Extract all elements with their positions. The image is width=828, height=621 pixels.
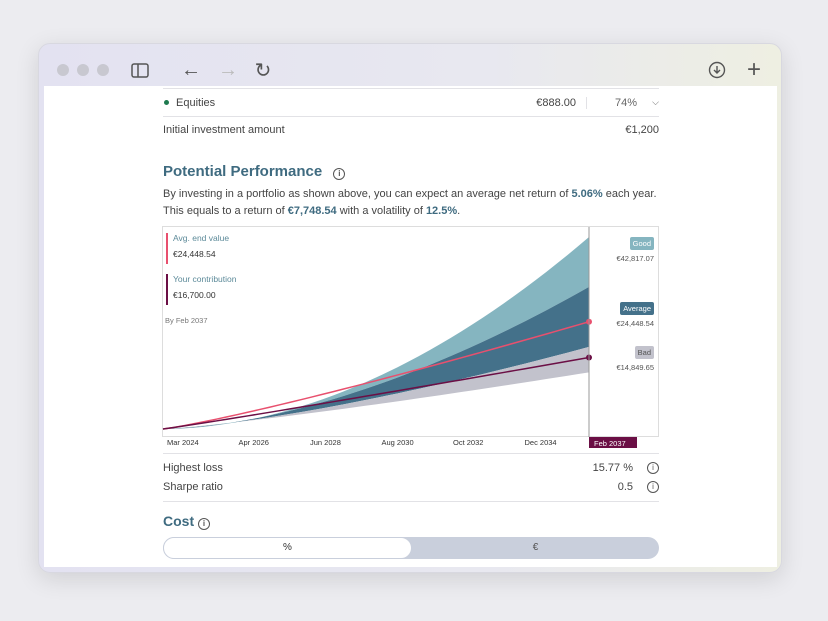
info-icon[interactable]: i (647, 461, 659, 474)
plus-icon[interactable]: + (746, 56, 761, 83)
chart-svg: Mar 2024 Apr 2026 Jun 2028 Aug 2030 Oct 2032… (162, 227, 637, 448)
metric-value: 15.77 % (592, 461, 633, 474)
metric-label: Sharpe ratio (163, 480, 223, 493)
initial-investment-value: €1,200 (625, 123, 659, 136)
x-tick-label: Oct 2032 (453, 438, 483, 447)
metric-label: Highest loss (163, 461, 223, 474)
x-tick-label: Dec 2034 (525, 438, 557, 447)
x-tick-label: Mar 2024 (167, 438, 199, 447)
browser-window: ← → ↻ + Equities €888.00 74% ⌵ Initial i… (38, 43, 782, 573)
window-minimize-button[interactable] (77, 64, 89, 76)
forward-arrow-icon[interactable]: → (218, 58, 238, 81)
legend-avg: Avg. end value €24,448.54 (166, 233, 229, 264)
legend-by-date: By Feb 2037 (165, 316, 208, 325)
initial-investment-label: Initial investment amount (163, 123, 285, 136)
contribution-line (162, 356, 590, 430)
cost-toggle-percent[interactable]: % (163, 536, 412, 559)
x-tick-label: Jun 2028 (310, 438, 341, 447)
allocation-amount: €888.00 (536, 96, 587, 109)
chevron-down-icon[interactable]: ⌵ (652, 97, 659, 107)
window-zoom-button[interactable] (97, 64, 109, 76)
scenario-good: Good €42,817.07 (616, 237, 654, 263)
end-date-label: Feb 2037 (594, 439, 626, 448)
cost-toggle-euro[interactable]: € (532, 542, 539, 553)
scenario-bad: Bad €14,849.65 (616, 346, 654, 372)
window-close-button[interactable] (57, 64, 69, 76)
end-date-badge (589, 437, 637, 448)
info-icon[interactable]: i (647, 480, 659, 493)
legend-contribution: Your contribution €16,700.00 (166, 274, 236, 305)
cost-unit-toggle[interactable]: % € (163, 536, 659, 559)
metric-row: Highest loss 15.77 % i (163, 458, 659, 477)
info-icon[interactable]: i (198, 517, 211, 530)
performance-description: By investing in a portfolio as shown abo… (163, 188, 657, 217)
avg-value-line (162, 321, 590, 430)
equities-dot-icon (164, 100, 169, 105)
allocation-name: Equities (176, 96, 216, 109)
back-arrow-icon[interactable]: ← (181, 58, 201, 81)
page-content: Equities €888.00 74% ⌵ Initial investmen… (44, 86, 777, 567)
download-icon[interactable] (705, 58, 729, 82)
allocation-row-equities[interactable]: Equities €888.00 74% ⌵ (163, 89, 659, 116)
allocation-percent: 74% (614, 96, 637, 109)
metric-row: Sharpe ratio 0.5 i (163, 477, 659, 496)
info-icon[interactable]: i (333, 167, 346, 180)
cost-title: Cost (163, 513, 195, 529)
x-tick-label: Aug 2030 (382, 438, 414, 447)
average-band (163, 286, 589, 429)
scenario-average: Average €24,448.54 (616, 302, 654, 328)
performance-title: Potential Performance (163, 163, 323, 180)
x-tick-label: Apr 2026 (239, 438, 269, 447)
performance-chart: Mar 2024 Apr 2026 Jun 2028 Aug 2030 Oct 2032… (162, 226, 659, 448)
sidebar-icon[interactable] (128, 58, 152, 82)
metric-value: 0.5 (617, 480, 633, 493)
reload-icon[interactable]: ↻ (254, 59, 272, 82)
